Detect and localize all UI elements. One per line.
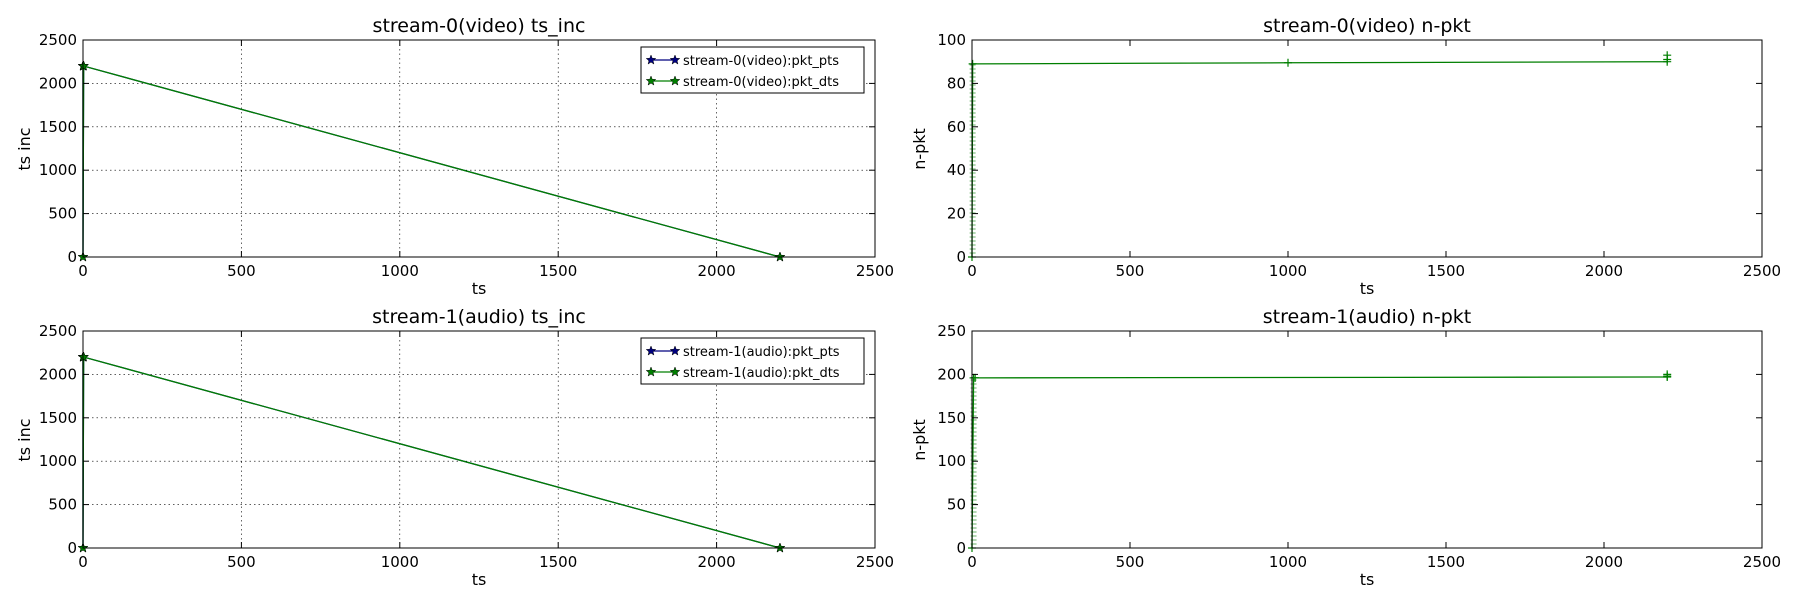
plot-frame [971, 39, 1763, 258]
x-tick-label: 500 [1116, 262, 1145, 280]
data-point-marker [645, 54, 657, 65]
subplot-stream0-video-ts-inc: stream-0(video) ts_inc ts ts inc 0 500 100… [15, 15, 894, 298]
x-tick-label: 0 [78, 553, 88, 571]
x-tick-label: 1000 [1269, 262, 1307, 280]
x-tick-label: 2500 [1743, 262, 1781, 280]
data-point-marker [645, 345, 657, 356]
x-tick-label: 1500 [1427, 553, 1465, 571]
x-tick-label: 1500 [539, 553, 577, 571]
data-point-marker [669, 366, 681, 377]
data-point-marker [968, 59, 977, 68]
data-point-marker [645, 366, 657, 377]
y-tick-label: 1000 [39, 161, 77, 179]
subplot-stream0-video-n-pkt: stream-0(video) n-pkt ts n-pkt 0 500 1000 1… [910, 15, 1781, 298]
legend-entry: stream-0(video):pkt_pts [645, 54, 839, 69]
y-tick-label: 1000 [39, 452, 77, 470]
y-tick-label: 0 [956, 539, 966, 557]
legend-entry: stream-1(audio):pkt_dts [645, 366, 840, 381]
x-axis-label: ts [1360, 279, 1375, 298]
chart-title: stream-0(video) n-pkt [1263, 15, 1471, 37]
x-tick-label: 1500 [1427, 262, 1465, 280]
y-axis-label: n-pkt [910, 128, 929, 170]
y-tick-label: 100 [937, 31, 966, 49]
y-tick-label: 1500 [39, 118, 77, 136]
y-tick-label: 20 [947, 205, 966, 223]
data-point-marker [669, 345, 681, 356]
x-tick-label: 2500 [856, 553, 894, 571]
data-point-marker [669, 75, 681, 86]
x-tick-label: 2500 [1743, 553, 1781, 571]
legend-entry: stream-1(audio):pkt_pts [645, 345, 840, 360]
x-axis-label: ts [472, 279, 487, 298]
y-tick-label: 0 [67, 539, 77, 557]
data-point-marker [645, 75, 657, 86]
legend-label: stream-1(audio):pkt_dts [683, 366, 840, 381]
data-point-marker [78, 60, 90, 71]
y-tick-label: 250 [937, 322, 966, 340]
chart-title: stream-1(audio) n-pkt [1263, 306, 1471, 328]
y-tick-label: 150 [937, 409, 966, 427]
y-tick-label: 60 [947, 118, 966, 136]
subplot-stream1-audio-n-pkt: stream-1(audio) n-pkt ts n-pkt 0 500 1000 1… [910, 306, 1781, 589]
legend: stream-1(audio):pkt_pts stream-1(audio):p… [640, 337, 865, 385]
legend-label: stream-0(video):pkt_pts [683, 54, 839, 69]
legend: stream-0(video):pkt_pts stream-0(video):p… [640, 46, 865, 94]
y-tick-label: 0 [956, 248, 966, 266]
x-tick-label: 1000 [381, 553, 419, 571]
x-tick-label: 2000 [1585, 262, 1623, 280]
y-axis-label: n-pkt [910, 419, 929, 461]
plot-frame [82, 39, 876, 258]
y-tick-label: 200 [937, 365, 966, 383]
chart-title: stream-1(audio) ts_inc [372, 306, 586, 328]
data-point-marker [78, 351, 90, 362]
x-tick-label: 2000 [1585, 553, 1623, 571]
x-axis-label: ts [1360, 570, 1375, 589]
y-tick-label: 2000 [39, 74, 77, 92]
data-point-marker [1663, 370, 1672, 379]
x-tick-label: 0 [78, 262, 88, 280]
x-tick-label: 500 [1116, 553, 1145, 571]
legend-entry: stream-0(video):pkt_dts [645, 75, 839, 90]
y-tick-label: 2500 [39, 322, 77, 340]
y-tick-label: 100 [937, 452, 966, 470]
data-point-marker [1663, 51, 1672, 60]
x-axis-label: ts [472, 570, 487, 589]
y-tick-label: 1500 [39, 409, 77, 427]
y-tick-label: 2000 [39, 365, 77, 383]
y-tick-label: 500 [48, 496, 77, 514]
series-1 [968, 51, 1672, 261]
y-axis-label: ts inc [15, 127, 34, 170]
legend-label: stream-1(audio):pkt_pts [683, 345, 840, 360]
y-tick-label: 2500 [39, 31, 77, 49]
plot-frame [82, 330, 876, 549]
x-tick-label: 500 [227, 553, 256, 571]
x-tick-label: 500 [227, 262, 256, 280]
x-tick-label: 1000 [1269, 553, 1307, 571]
data-point-marker [1284, 58, 1292, 67]
chart-title: stream-0(video) ts_inc [373, 15, 586, 37]
legend-label: stream-0(video):pkt_dts [683, 75, 839, 90]
x-tick-label: 0 [967, 262, 977, 280]
subplot-stream1-audio-ts-inc: stream-1(audio) ts_inc ts ts inc 0 500 100… [15, 306, 894, 589]
x-tick-label: 0 [967, 553, 977, 571]
plot-frame [971, 330, 1763, 549]
y-axis-label: ts inc [15, 418, 34, 461]
y-tick-label: 80 [947, 74, 966, 92]
x-tick-label: 2000 [698, 262, 736, 280]
x-tick-label: 1500 [539, 262, 577, 280]
data-point-marker [669, 54, 681, 65]
x-tick-label: 1000 [381, 262, 419, 280]
y-tick-label: 500 [48, 205, 77, 223]
x-tick-label: 2000 [698, 553, 736, 571]
y-tick-label: 0 [67, 248, 77, 266]
y-tick-label: 50 [947, 496, 966, 514]
y-tick-label: 40 [947, 161, 966, 179]
x-tick-label: 2500 [856, 262, 894, 280]
